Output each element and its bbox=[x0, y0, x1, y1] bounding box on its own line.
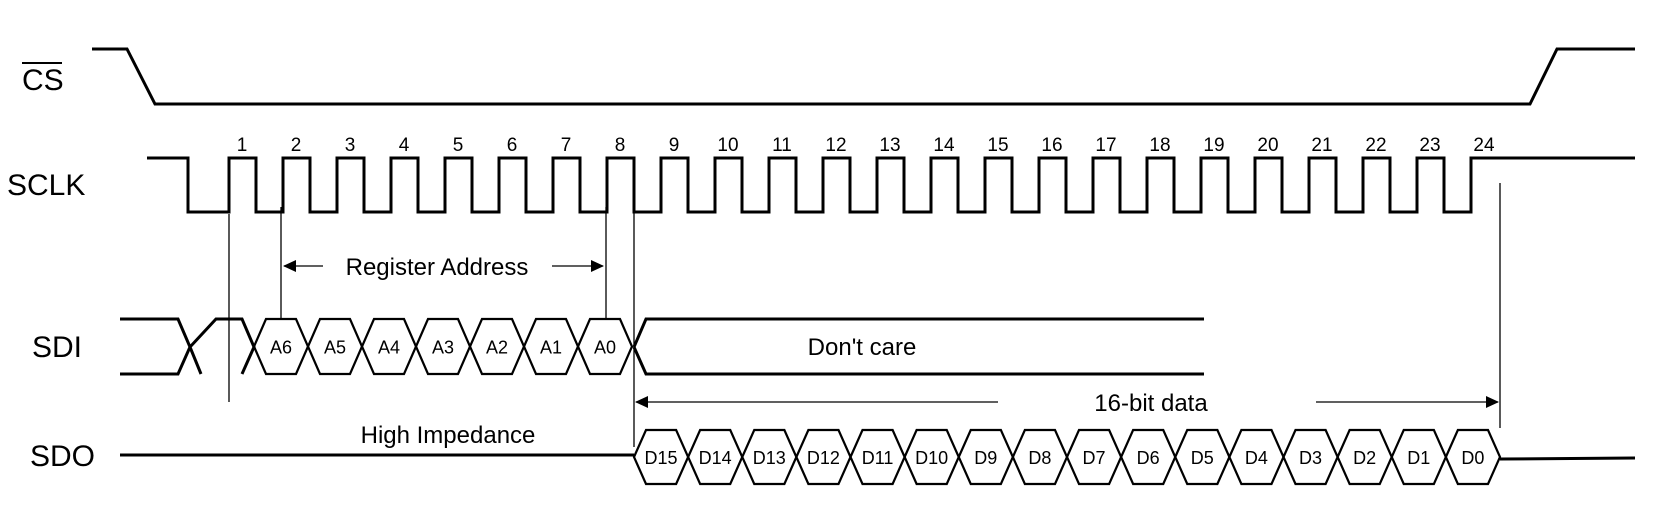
clock-number-21: 21 bbox=[1311, 135, 1332, 156]
sdo-bit-d6: D6 bbox=[1137, 448, 1160, 468]
sdo-bit-d9: D9 bbox=[974, 448, 997, 468]
sdi-label: SDI bbox=[32, 331, 82, 364]
sdo-bit-d0: D0 bbox=[1461, 448, 1484, 468]
sdo-bit-d4: D4 bbox=[1245, 448, 1268, 468]
sdi-transition bbox=[188, 317, 256, 375]
clock-number-1: 1 bbox=[237, 135, 248, 156]
register-address-arrowhead-left bbox=[283, 260, 296, 272]
clock-number-7: 7 bbox=[561, 135, 572, 156]
clock-number-19: 19 bbox=[1203, 135, 1224, 156]
sdo-bit-d14: D14 bbox=[699, 448, 732, 468]
data-arrowhead-left bbox=[635, 396, 648, 408]
high-impedance-label: High Impedance bbox=[361, 422, 536, 449]
sdo-bit-d2: D2 bbox=[1353, 448, 1376, 468]
clock-number-17: 17 bbox=[1095, 135, 1116, 156]
sdo-data-bits: D15 D14 D13 D12 D11 D10 D9 D8 D7 D6 D5 D4 D3 D2 D1 D0 bbox=[632, 428, 1502, 486]
clock-numbers: 1 2 3 4 5 6 7 8 9 10 11 12 13 14 15 16 17 18 19 20 21 22 23 24 bbox=[237, 135, 1495, 156]
register-address-label: Register Address bbox=[346, 254, 529, 281]
sdo-bit-d11: D11 bbox=[862, 448, 894, 468]
sclk-waveform bbox=[147, 156, 1635, 214]
clock-number-5: 5 bbox=[453, 135, 464, 156]
clock-number-18: 18 bbox=[1149, 135, 1170, 156]
clock-number-24: 24 bbox=[1473, 135, 1495, 156]
sdo-bit-d13: D13 bbox=[753, 448, 786, 468]
clock-number-13: 13 bbox=[879, 135, 900, 156]
sdo-bit-d10: D10 bbox=[915, 448, 948, 468]
sdi-lead-in bbox=[120, 317, 192, 376]
clock-number-4: 4 bbox=[399, 135, 410, 156]
clock-number-6: 6 bbox=[507, 135, 518, 156]
sdi-bit-a1: A1 bbox=[540, 338, 562, 358]
sclk-label: SCLK bbox=[7, 169, 85, 202]
sdo-tail bbox=[1499, 456, 1636, 461]
cs-waveform bbox=[92, 47, 1635, 106]
sdo-cell-d0 bbox=[1444, 428, 1502, 486]
clock-number-3: 3 bbox=[345, 135, 356, 156]
sdi-cell-a0 bbox=[576, 317, 634, 376]
sdo-bit-d12: D12 bbox=[807, 448, 840, 468]
sdo-bit-d7: D7 bbox=[1083, 448, 1106, 468]
clock-number-12: 12 bbox=[825, 135, 846, 156]
sdi-bit-a4: A4 bbox=[378, 338, 400, 358]
sdi-bit-a0: A0 bbox=[594, 338, 616, 358]
sdo-label: SDO bbox=[30, 440, 95, 473]
clock-number-10: 10 bbox=[717, 135, 738, 156]
sdo-bit-d3: D3 bbox=[1299, 448, 1322, 468]
clock-number-14: 14 bbox=[933, 135, 955, 156]
sdi-bit-a6: A6 bbox=[270, 338, 292, 358]
clock-number-16: 16 bbox=[1041, 135, 1062, 156]
register-address-arrowhead-right bbox=[591, 260, 604, 272]
sdi-bit-a3: A3 bbox=[432, 338, 454, 358]
sdo-bit-d5: D5 bbox=[1191, 448, 1214, 468]
sdi-dont-care-bus bbox=[632, 317, 1204, 376]
sdo-bit-d1: D1 bbox=[1407, 448, 1430, 468]
clock-number-2: 2 bbox=[291, 135, 302, 156]
sixteen-bit-data-label: 16-bit data bbox=[1094, 390, 1208, 417]
sdi-bit-a5: A5 bbox=[324, 338, 346, 358]
dont-care-label: Don't care bbox=[808, 334, 917, 361]
sdo-bit-d15: D15 bbox=[645, 448, 678, 468]
clock-number-23: 23 bbox=[1419, 135, 1440, 156]
clock-number-15: 15 bbox=[987, 135, 1008, 156]
clock-number-20: 20 bbox=[1257, 135, 1278, 156]
clock-number-9: 9 bbox=[669, 135, 680, 156]
sdi-address-bits: A6 A5 A4 A3 A2 A1 A0 bbox=[252, 317, 634, 376]
clock-number-11: 11 bbox=[772, 135, 792, 156]
clock-number-22: 22 bbox=[1365, 135, 1386, 156]
sdo-bit-d8: D8 bbox=[1028, 448, 1051, 468]
sdi-bit-a2: A2 bbox=[486, 338, 508, 358]
clock-number-8: 8 bbox=[615, 135, 626, 156]
cs-label: CS bbox=[22, 64, 64, 97]
data-arrowhead-right bbox=[1486, 396, 1499, 408]
